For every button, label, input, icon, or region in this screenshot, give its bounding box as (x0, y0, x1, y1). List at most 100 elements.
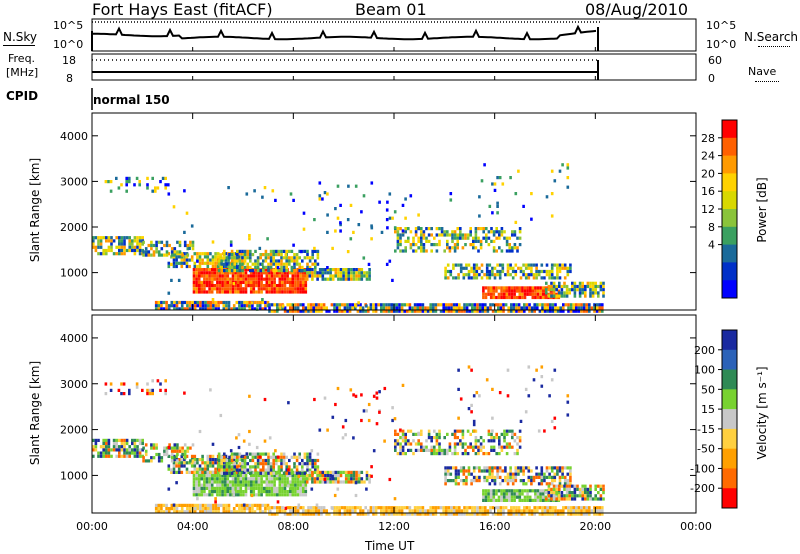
power-cell (479, 246, 483, 250)
velocity-cell (496, 475, 499, 479)
power-cell (192, 271, 196, 275)
velocity-cell (552, 487, 556, 491)
power-cells (92, 163, 605, 313)
power-cell (341, 309, 344, 313)
velocity-cell (553, 426, 557, 430)
velocity-cell (316, 480, 319, 484)
power-cell (321, 274, 325, 278)
velocity-cell (424, 509, 427, 513)
power-cell (486, 309, 490, 313)
power-cell (189, 240, 192, 244)
power-cell (342, 268, 345, 272)
velocity-cell (395, 506, 399, 510)
power-cell (545, 195, 549, 199)
velocity-cell (297, 474, 301, 478)
velocity-cell (546, 506, 549, 510)
velocity-cell (321, 474, 325, 478)
velocity-cell (288, 483, 292, 487)
power-cell (226, 284, 230, 288)
power-cell (125, 176, 128, 180)
power-cell (424, 306, 427, 310)
power-cell (416, 309, 419, 313)
velocity-cell (278, 493, 282, 497)
power-cell (226, 280, 230, 284)
power-cell (211, 258, 215, 262)
velocity-cell (223, 455, 226, 459)
velocity-cell (197, 480, 201, 484)
power-cell (270, 268, 274, 272)
velocity-cell (401, 439, 405, 443)
power-cell (176, 250, 179, 254)
velocity-cell (296, 477, 300, 481)
power-cell (501, 263, 505, 267)
velocity-cell (157, 510, 161, 514)
velocity-cell (599, 484, 603, 488)
velocity-cell (447, 512, 451, 516)
velocity-cell (326, 474, 330, 478)
velocity-cell (356, 512, 360, 516)
velocity-cell (249, 480, 253, 484)
power-cell (278, 280, 282, 284)
power-cell (370, 237, 373, 241)
power-cell (562, 309, 565, 313)
velocity-cell (286, 477, 289, 481)
power-cell (283, 284, 287, 288)
velocity-cell (291, 483, 295, 487)
velocity-cell (493, 475, 497, 479)
velocity-cell (200, 477, 204, 481)
power-cell (257, 271, 261, 275)
power-cell (543, 306, 547, 310)
power-cell (241, 269, 244, 273)
velocity-cell (257, 486, 261, 490)
power-cell (598, 309, 601, 313)
velocity-cell (581, 487, 584, 491)
power-cell (385, 208, 389, 212)
power-cell (309, 303, 313, 307)
velocity-cell (291, 490, 295, 494)
power-cell (517, 309, 521, 313)
power-cell (546, 306, 549, 310)
power-cell (484, 306, 487, 310)
power-cell (286, 271, 289, 275)
velocity-cell (196, 461, 199, 465)
velocity-cell (270, 477, 274, 481)
velocity-cell (465, 479, 468, 483)
velocity-cell (500, 495, 503, 499)
power-cell (589, 291, 592, 295)
velocity-cell (530, 482, 533, 486)
velocity-cell (272, 455, 275, 459)
power-cell (302, 227, 306, 231)
velocity-cell (199, 503, 202, 507)
power-cell (395, 309, 399, 313)
power-cell (599, 281, 603, 285)
velocity-cell (304, 486, 308, 490)
velocity-cell (167, 467, 171, 471)
velocity-cell (173, 456, 177, 460)
power-cell (338, 309, 341, 313)
velocity-cell (308, 474, 312, 478)
velocity-cell (561, 469, 564, 473)
power-cell (485, 239, 488, 243)
velocity-cell (563, 497, 566, 501)
velocity-cell (217, 465, 221, 469)
power-cell (209, 300, 213, 305)
power-cell (459, 266, 463, 270)
power-cell (216, 274, 219, 278)
velocity-cell (361, 512, 365, 516)
velocity-cell (273, 506, 276, 510)
velocity-cell (280, 455, 283, 459)
power-cell (387, 309, 391, 313)
power-cell (157, 250, 161, 254)
power-cell (385, 309, 388, 313)
power-cell (138, 242, 142, 246)
power-cell (444, 273, 447, 277)
power-cell (573, 294, 577, 298)
velocity-cell (369, 506, 373, 510)
velocity-cell (333, 509, 336, 513)
power-cell (216, 290, 219, 294)
velocity-cell (213, 486, 217, 490)
velocity-cell (447, 506, 451, 510)
power-cell (213, 271, 217, 275)
power-cell (562, 306, 565, 310)
power-cell (518, 236, 522, 240)
